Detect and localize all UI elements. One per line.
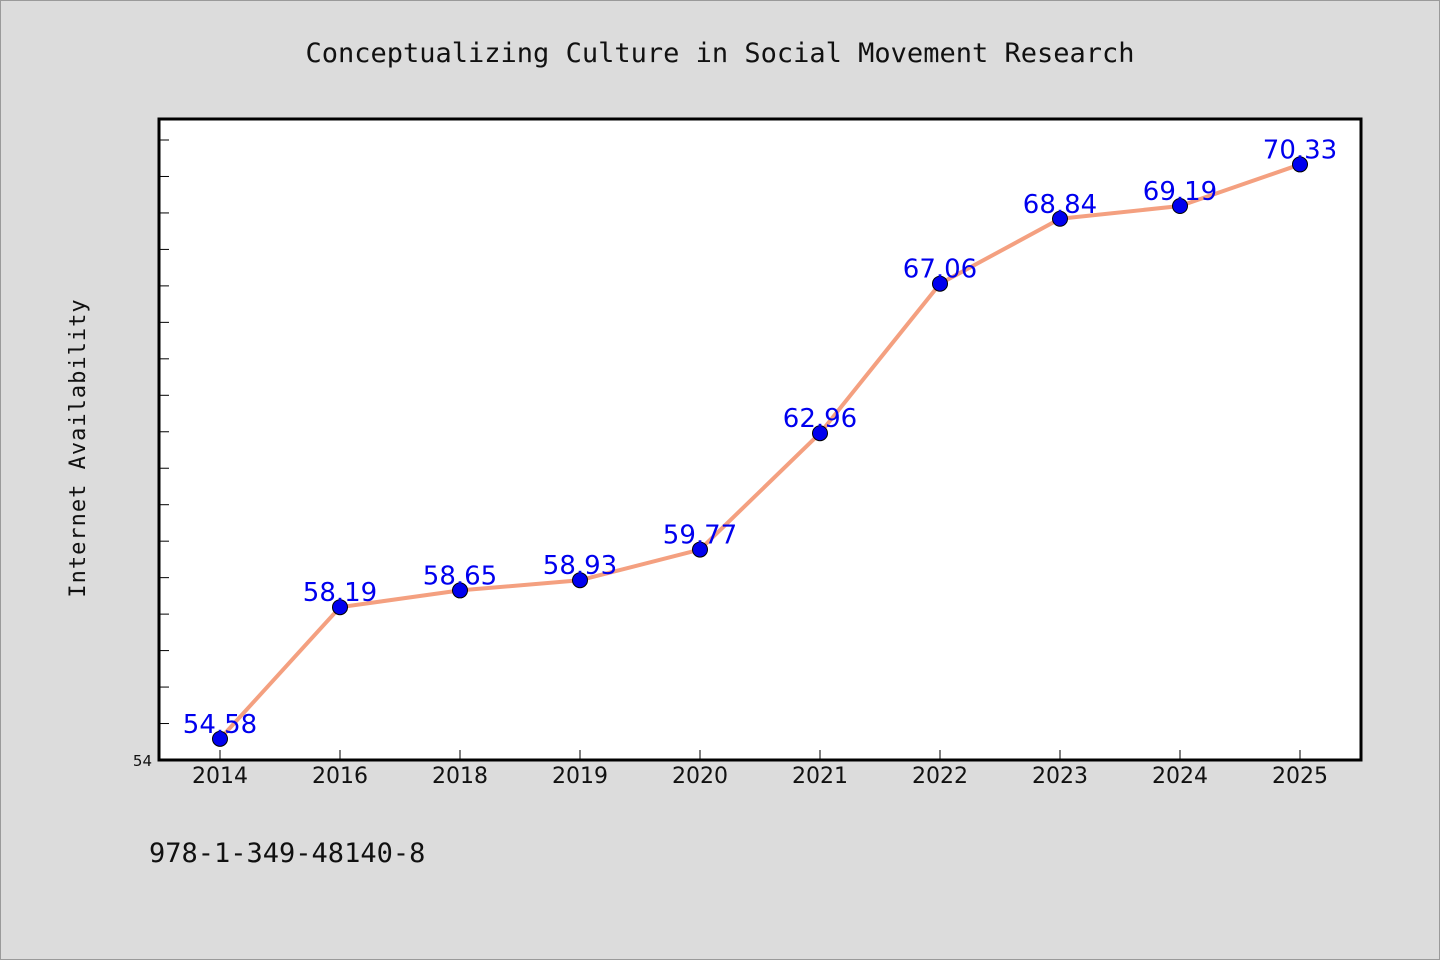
data-label: 59.77 [663,521,737,551]
series-line-group [218,162,1302,741]
data-label: 68.84 [1023,190,1097,220]
data-point-marker [932,275,948,292]
isbn-footer: 978-1-349-48140-8 [149,838,425,869]
data-label: 62.96 [783,404,857,434]
x-tick-label: 2019 [552,764,608,789]
data-point-marker [212,730,228,747]
x-tick-label: 2020 [672,764,728,789]
data-label: 67.06 [903,255,977,285]
plot-area [157,117,1363,762]
data-point-marker [452,582,468,599]
data-labels: 54.58 58.19 58.65 58.93 59.77 62.96 67.06 68.84… [183,135,1337,739]
x-tick-label: 2014 [192,764,248,789]
x-tick-label: 2016 [312,764,368,789]
data-label: 58.93 [543,551,617,581]
data-label: 58.19 [303,578,377,608]
series-line [218,162,1302,741]
data-label: 70.33 [1263,135,1337,165]
data-point-marker [572,572,588,589]
x-tick-label: 2024 [1152,764,1208,789]
data-point-marker [332,599,348,616]
y-tick-label: 54 [133,752,152,770]
x-tick-label: 2018 [432,764,488,789]
x-tick-label: 2023 [1032,764,1088,789]
data-point-marker [1172,198,1188,215]
data-markers [212,156,1308,747]
data-label: 58.65 [423,561,497,591]
x-axis-ticks: 2014 2016 2018 2019 2020 2021 2022 2023 2024 2025 [192,750,1328,789]
data-point-marker [692,541,708,558]
chart-title: Conceptualizing Culture in Social Moveme… [305,38,1134,69]
x-tick-label: 2021 [792,764,848,789]
y-axis-ticks: 54 [133,139,169,770]
data-point-marker [1052,210,1068,227]
data-point-marker [1292,156,1308,173]
data-label: 54.58 [183,710,257,740]
x-tick-label: 2025 [1272,764,1328,789]
x-tick-label: 2022 [912,764,968,789]
data-point-marker [812,425,828,442]
y-axis-label: Internet Availability [66,298,91,597]
data-label: 69.19 [1143,177,1217,207]
